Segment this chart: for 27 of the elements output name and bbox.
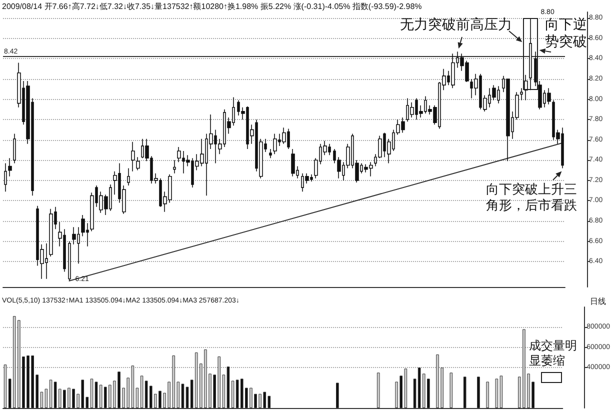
- candlestick: [173, 160, 176, 174]
- candlestick: [410, 102, 414, 118]
- text: 2009/08/14 开7.66↑高7.72↓低7.32↓收7.35↓量137532↑额10280↑换1.98% 振5.22% 涨(-0.31)-4.05% 指数(-93.59)-2.98%: [2, 2, 422, 11]
- candlestick: [49, 208, 53, 257]
- annotation: 成交量明显萎缩: [529, 338, 577, 368]
- annotation: 向下逆势突破: [545, 17, 587, 50]
- candlestick: [269, 148, 272, 159]
- annotation: 向下突破上升三角形，后市看跌: [486, 182, 577, 212]
- candlestick: [520, 88, 523, 101]
- candlestick: [451, 53, 455, 89]
- candlestick: [131, 141, 135, 172]
- candlestick: [273, 133, 277, 154]
- candlestick: [4, 162, 7, 192]
- candlestick: [506, 78, 510, 162]
- candlestick: [538, 80, 542, 110]
- candlestick: [529, 18, 532, 91]
- text: 日线: [590, 297, 606, 306]
- candlestick: [547, 88, 551, 105]
- candlestick: [291, 148, 295, 177]
- candlestick: [13, 133, 16, 164]
- candlestick: [68, 240, 71, 282]
- candlestick: [136, 156, 140, 171]
- annotation: 无力突破前高压力: [400, 17, 512, 33]
- candlestick: [524, 74, 528, 101]
- candlestick: [8, 158, 12, 177]
- candlestick: [127, 168, 130, 186]
- candlestick: [534, 51, 537, 86]
